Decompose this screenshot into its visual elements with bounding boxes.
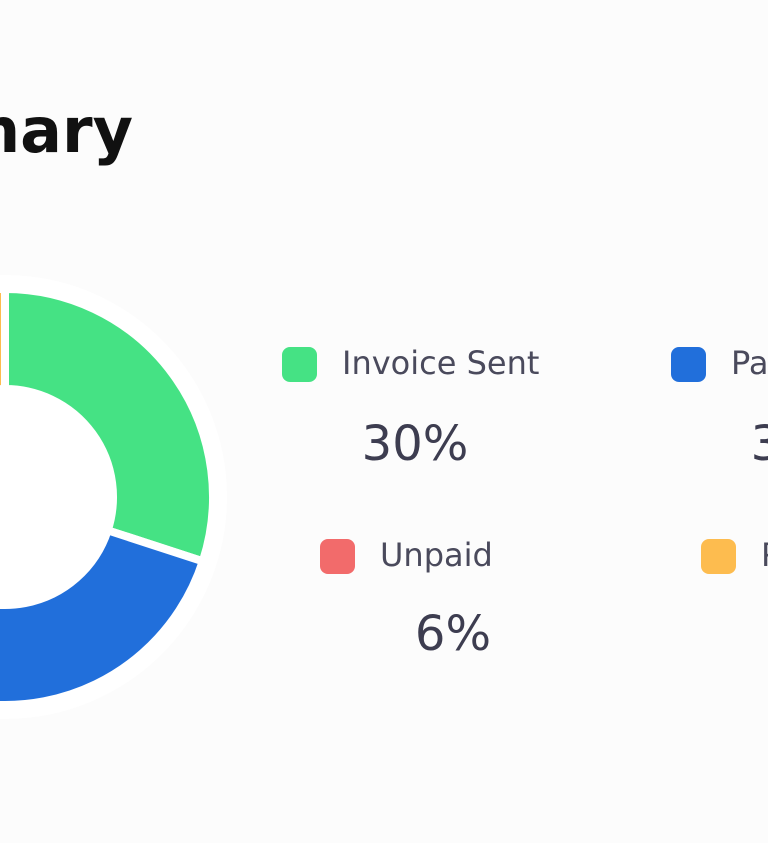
legend-swatch [701,539,736,574]
legend-swatch [320,539,355,574]
value-label: 6% [415,606,491,662]
legend-label: Unpaid [380,536,493,574]
legend-label: Paid [731,344,768,382]
value-label: 30% [362,416,469,472]
legend-swatch [282,347,317,382]
value-label: 34% [751,416,768,472]
donut-slice [1,284,217,567]
donut-slice [0,284,9,394]
chart-title: Summary [0,94,133,167]
legend-swatch [671,347,706,382]
legend-label: Invoice Sent [342,344,539,382]
donut-slice [0,525,208,709]
legend-label: Pending [761,536,768,574]
